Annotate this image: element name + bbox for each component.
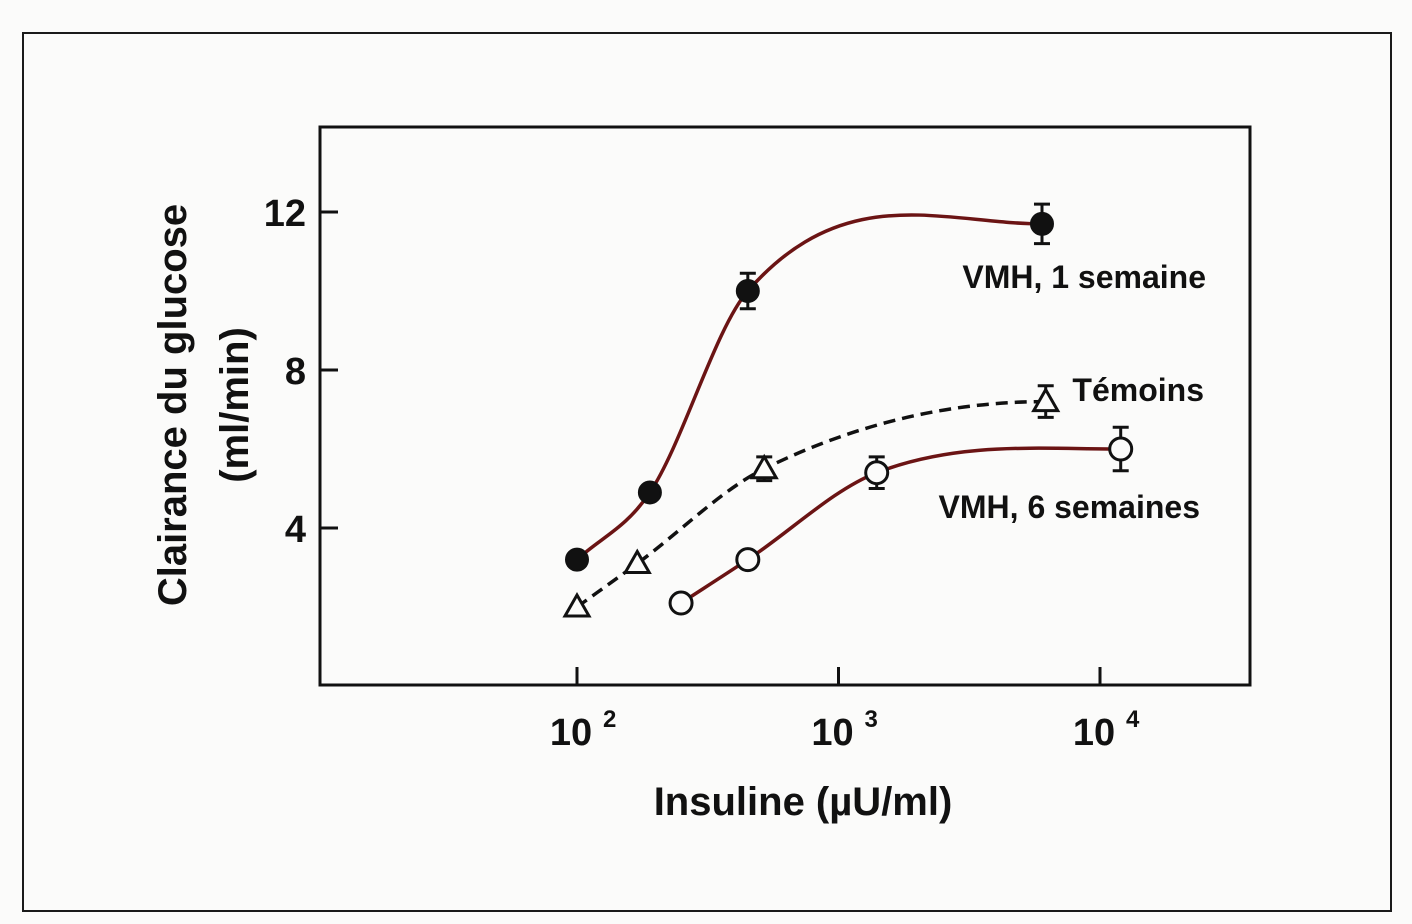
data-point-open-triangle [749,453,779,480]
x-tick-label: 10 [811,712,853,754]
y-tick-label: 8 [285,351,306,393]
series-line [680,446,1121,605]
series-labels: VMH, 1 semaine Témoins VMH, 6 semaines [939,259,1206,525]
data-point-open-circle [1108,436,1134,462]
data-point-open-circle [668,590,694,616]
y-axis: 4 8 12 [264,193,338,551]
data-point-filled-circle [637,480,662,505]
data-point-filled-circle [565,547,589,572]
x-tick-label: 10 [1073,712,1115,754]
data-point-open-triangle [1031,386,1061,413]
data-point-filled-circle [735,279,760,303]
x-axis-title: Insuline (µU/ml) [654,780,953,824]
data-point-open-circle [864,460,890,486]
y-tick-label: 12 [264,193,306,235]
data-point-open-triangle [622,548,652,575]
x-tick-exponent: 3 [865,706,878,733]
x-axis: 10 2 10 3 10 4 [550,667,1140,754]
x-tick-label: 10 [550,712,592,754]
series-markers [562,202,1134,618]
y-axis-title: Clairance du glucose [151,204,195,606]
y-axis-unit: (ml/min) [213,327,257,483]
y-tick-label: 4 [285,509,306,551]
series-line [575,399,1046,609]
figure-frame [22,32,1392,912]
x-tick-exponent: 2 [603,706,616,733]
series-curves [575,213,1121,609]
series-label: Témoins [1072,372,1204,408]
data-point-open-triangle [562,591,592,618]
data-point-filled-circle [1029,211,1054,236]
data-point-open-circle [735,547,761,573]
plot-frame [318,125,1252,687]
series-line [575,213,1042,561]
series-label: VMH, 1 semaine [962,259,1206,295]
x-tick-exponent: 4 [1126,706,1140,733]
series-label: VMH, 6 semaines [939,489,1200,525]
